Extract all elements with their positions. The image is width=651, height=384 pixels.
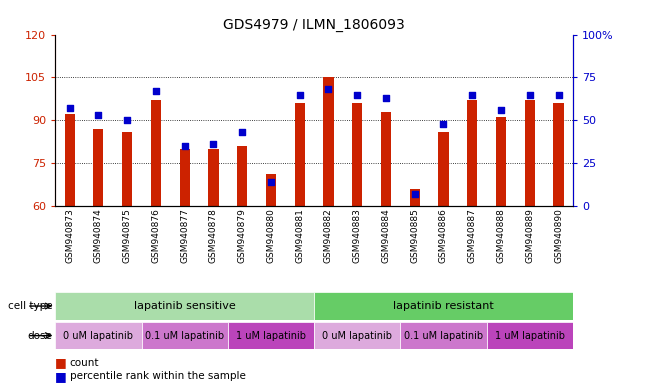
Point xyxy=(266,179,276,185)
Bar xyxy=(208,149,219,206)
Text: lapatinib sensitive: lapatinib sensitive xyxy=(134,301,236,311)
Point xyxy=(324,86,334,93)
Bar xyxy=(142,322,228,349)
Text: ■: ■ xyxy=(55,356,67,369)
Point xyxy=(208,141,219,147)
Bar xyxy=(409,189,420,206)
Bar xyxy=(467,100,477,206)
Text: ■: ■ xyxy=(55,370,67,383)
Point xyxy=(151,88,161,94)
Point xyxy=(352,91,363,98)
Point xyxy=(294,91,305,98)
Bar xyxy=(94,129,104,206)
Bar xyxy=(400,322,487,349)
Point xyxy=(122,117,132,123)
Point xyxy=(180,143,190,149)
Text: 0.1 uM lapatinib: 0.1 uM lapatinib xyxy=(145,331,225,341)
Point xyxy=(496,107,506,113)
Text: 0.1 uM lapatinib: 0.1 uM lapatinib xyxy=(404,331,483,341)
Point xyxy=(467,91,477,98)
Bar xyxy=(122,132,132,206)
Text: 0 uM lapatinib: 0 uM lapatinib xyxy=(63,331,133,341)
Text: 0 uM lapatinib: 0 uM lapatinib xyxy=(322,331,393,341)
Bar xyxy=(55,292,314,320)
Text: percentile rank within the sample: percentile rank within the sample xyxy=(70,371,245,381)
Bar xyxy=(237,146,247,206)
Bar xyxy=(486,322,573,349)
Bar xyxy=(314,292,573,320)
Bar xyxy=(352,103,362,206)
Point xyxy=(553,91,564,98)
Bar xyxy=(439,132,449,206)
Point xyxy=(438,121,449,127)
Bar xyxy=(381,112,391,206)
Text: lapatinib resistant: lapatinib resistant xyxy=(393,301,494,311)
Bar xyxy=(295,103,305,206)
Bar xyxy=(55,322,142,349)
Point xyxy=(409,191,420,197)
Bar xyxy=(266,174,276,206)
Bar xyxy=(64,114,75,206)
Text: cell type: cell type xyxy=(8,301,53,311)
Point xyxy=(381,95,391,101)
Bar xyxy=(314,322,400,349)
Bar xyxy=(151,100,161,206)
Point xyxy=(93,112,104,118)
Bar xyxy=(553,103,564,206)
Text: count: count xyxy=(70,358,99,368)
Point xyxy=(237,129,247,135)
Text: 1 uM lapatinib: 1 uM lapatinib xyxy=(495,331,565,341)
Text: dose: dose xyxy=(28,331,53,341)
Point xyxy=(64,105,75,111)
Bar xyxy=(496,118,506,206)
Point xyxy=(525,91,535,98)
Bar xyxy=(228,322,314,349)
Bar xyxy=(525,100,534,206)
Text: 1 uM lapatinib: 1 uM lapatinib xyxy=(236,331,306,341)
Bar xyxy=(180,149,189,206)
Bar xyxy=(324,78,333,206)
Title: GDS4979 / ILMN_1806093: GDS4979 / ILMN_1806093 xyxy=(223,18,405,32)
